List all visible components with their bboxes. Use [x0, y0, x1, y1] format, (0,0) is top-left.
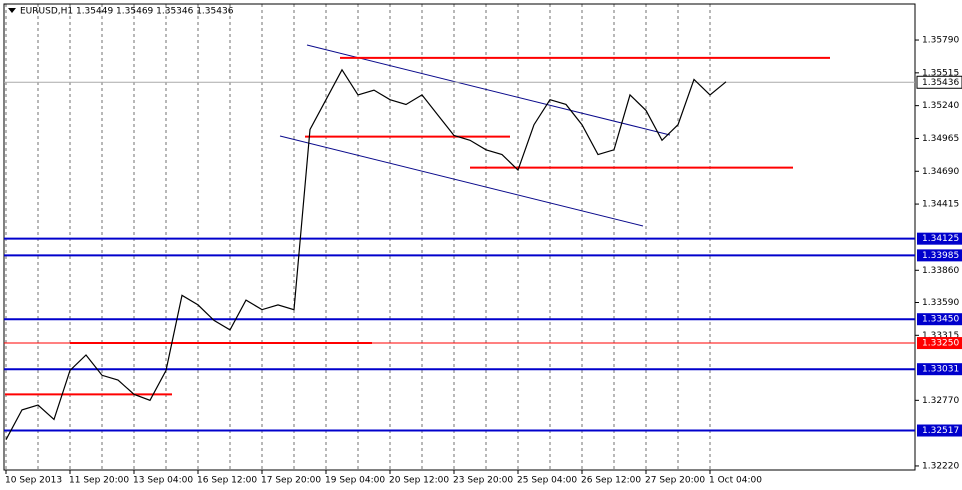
level-label: 1.33250 — [922, 339, 959, 349]
y-tick-label: 1.34965 — [922, 134, 959, 144]
x-tick-label: 23 Sep 20:00 — [453, 476, 513, 486]
trend-line — [306, 44, 671, 136]
x-tick-label: 1 Oct 04:00 — [709, 476, 762, 486]
y-tick-label: 1.33315 — [922, 331, 959, 341]
x-tick-label: 11 Sep 20:00 — [69, 476, 129, 486]
level-label: 1.33985 — [922, 251, 959, 261]
chart-title: EURUSD,H1 1.35449 1.35469 1.35346 1.3543… — [20, 7, 234, 17]
y-tick-label: 1.34415 — [922, 200, 959, 210]
current-price-box — [916, 75, 962, 89]
x-tick-label: 13 Sep 04:00 — [133, 476, 193, 486]
level-label: 1.33450 — [922, 315, 959, 325]
y-tick-label: 1.35515 — [922, 68, 959, 78]
y-tick-label: 1.33860 — [922, 266, 959, 276]
x-tick-label: 16 Sep 12:00 — [197, 476, 257, 486]
y-tick-label: 1.32220 — [922, 461, 959, 471]
y-tick-label: 1.34690 — [922, 167, 959, 177]
price-line — [5, 68, 727, 440]
level-box — [917, 424, 962, 437]
level-box — [917, 313, 962, 326]
y-tick-label: 1.32770 — [922, 396, 959, 406]
level-box — [917, 232, 962, 245]
x-tick-label: 20 Sep 12:00 — [389, 476, 449, 486]
trend-line — [279, 135, 644, 227]
level-box — [917, 337, 962, 350]
x-tick-label: 25 Sep 04:00 — [517, 476, 577, 486]
menu-triangle — [8, 8, 16, 13]
level-label: 1.32517 — [922, 426, 959, 436]
x-tick-label: 27 Sep 20:00 — [645, 476, 705, 486]
y-tick-label: 1.33590 — [922, 298, 959, 308]
current-price-label: 1.35436 — [922, 78, 959, 88]
x-tick-label: 26 Sep 12:00 — [581, 476, 641, 486]
x-tick-label: 17 Sep 20:00 — [261, 476, 321, 486]
y-tick-label: 1.35240 — [922, 101, 959, 111]
x-tick-label: 10 Sep 2013 — [5, 476, 62, 486]
x-tick-label: 19 Sep 04:00 — [325, 476, 385, 486]
level-label: 1.34125 — [922, 234, 959, 244]
level-box — [917, 363, 962, 376]
level-label: 1.33031 — [922, 365, 959, 375]
y-tick-label: 1.35790 — [922, 36, 959, 46]
level-box — [917, 249, 962, 262]
plot-frame — [3, 3, 916, 471]
